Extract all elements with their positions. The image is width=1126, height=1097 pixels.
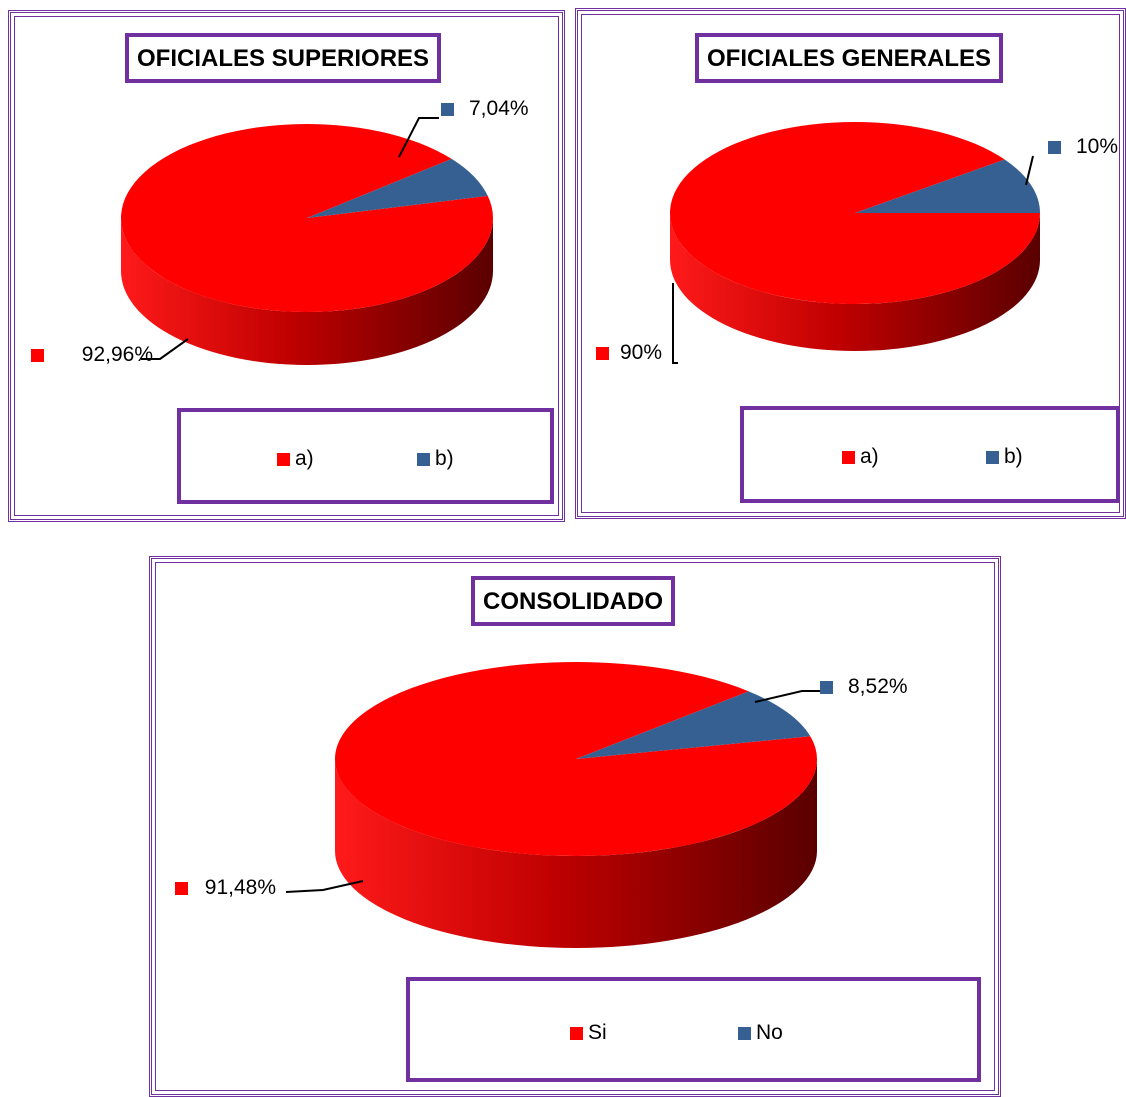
legend-item-no: No [738, 1021, 783, 1045]
legend-label: No [756, 1021, 783, 1044]
data-label: 8,52% [848, 675, 908, 698]
chart-title: CONSOLIDADO [471, 576, 675, 626]
leader-line [285, 880, 364, 893]
chart-legend: a) b) [177, 408, 554, 504]
data-label: 7,04% [469, 97, 529, 120]
data-label: 90% [620, 341, 662, 364]
leader-line [754, 690, 820, 703]
pie-side [670, 213, 1040, 351]
chart-title: OFICIALES GENERALES [695, 33, 1004, 83]
data-label-swatch [596, 347, 609, 360]
pie-chart: 92,96% 7,04% [31, 97, 529, 366]
chart-panel-oficiales-generales: OFICIALES GENERALES 90% 10% a) b) [575, 8, 1126, 519]
legend-swatch-blue [738, 1026, 751, 1040]
chart-legend: Si No [406, 977, 981, 1082]
pie-slice-No [576, 691, 811, 759]
data-label-swatch [1048, 141, 1061, 154]
legend-swatch-red [277, 452, 290, 466]
pie-slice-a [121, 123, 494, 312]
chart-panel-consolidado: CONSOLIDADO 91,48% 8,52% Si No [149, 556, 1001, 1097]
pie-side [121, 218, 493, 365]
pie-slice-Si [335, 662, 817, 856]
pie-slice-b [855, 159, 1040, 213]
leader-line [672, 283, 678, 364]
chart-title: OFICIALES SUPERIORES [125, 33, 442, 83]
legend-label: a) [860, 445, 879, 468]
leader-line [398, 117, 439, 158]
pie-slice-b [307, 158, 488, 218]
leader-line [141, 338, 189, 360]
data-label: 91,48% [205, 876, 276, 899]
data-label: 10% [1076, 135, 1118, 158]
legend-item-si: Si [570, 1021, 607, 1045]
legend-label: b) [1004, 445, 1023, 468]
legend-swatch-red [842, 450, 855, 464]
legend-swatch-blue [986, 450, 999, 464]
leader-line [1025, 155, 1034, 186]
pie-side [335, 759, 817, 948]
data-label-swatch [175, 882, 188, 895]
legend-swatch-blue [417, 452, 430, 466]
legend-item-a: a) [277, 447, 314, 471]
legend-item-b: b) [986, 445, 1023, 469]
data-label-swatch [441, 103, 454, 116]
legend-item-b: b) [417, 447, 454, 471]
pie-chart: 91,48% 8,52% [175, 662, 908, 948]
legend-label: b) [435, 447, 454, 470]
legend-swatch-red [570, 1026, 583, 1040]
data-label: 92,96% [82, 343, 153, 366]
chart-panel-oficiales-superiores: OFICIALES SUPERIORES 92,96% 7,04% a) b) [8, 10, 565, 522]
data-label-swatch [820, 681, 833, 694]
data-label-swatch [31, 349, 44, 362]
chart-legend: a) b) [740, 406, 1120, 503]
pie-chart: 90% 10% [596, 121, 1118, 364]
legend-label: a) [295, 447, 314, 470]
legend-label: Si [588, 1021, 607, 1044]
pie-slice-a [670, 121, 1040, 304]
legend-item-a: a) [842, 445, 879, 469]
